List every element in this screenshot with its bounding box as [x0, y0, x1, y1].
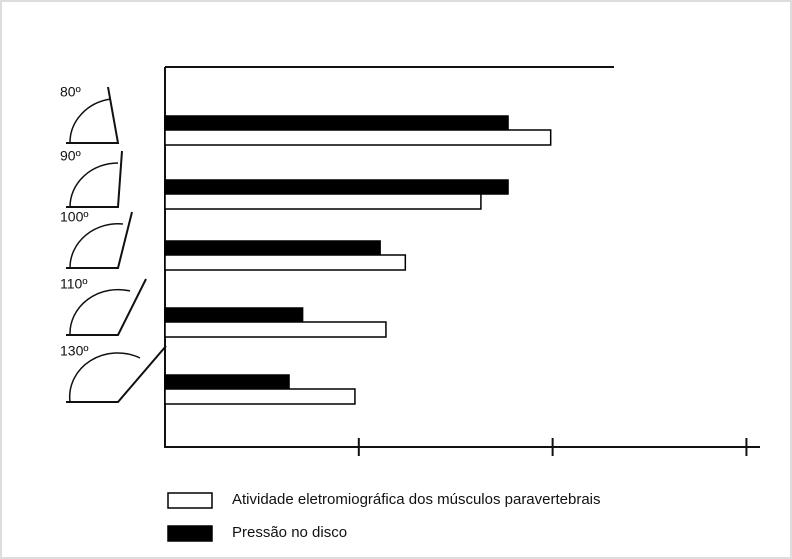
- bar: [165, 116, 508, 130]
- bar: [165, 322, 386, 337]
- category-label: 80º: [60, 84, 81, 100]
- bar: [165, 130, 551, 145]
- bar: [165, 194, 481, 209]
- frame: [1, 1, 791, 558]
- legend-swatch: [168, 526, 212, 541]
- bar: [165, 241, 380, 255]
- legend-label: Atividade eletromiográfica dos músculos …: [232, 491, 601, 508]
- category-label: 130º: [60, 343, 88, 359]
- bar: [165, 255, 405, 270]
- bar: [165, 375, 289, 389]
- legend-label: Pressão no disco: [232, 524, 347, 541]
- chart: 80º 90º 100º 110º 130º Atividade eletromiográ…: [0, 0, 792, 559]
- bar: [165, 308, 303, 322]
- category-label: 100º: [60, 209, 88, 225]
- page: {"chart_data": {"type": "hbar", "categor…: [0, 0, 792, 559]
- bar: [165, 180, 508, 194]
- legend-swatch: [168, 493, 212, 508]
- bar: [165, 389, 355, 404]
- category-label: 110º: [60, 276, 87, 292]
- category-label: 90º: [60, 148, 81, 164]
